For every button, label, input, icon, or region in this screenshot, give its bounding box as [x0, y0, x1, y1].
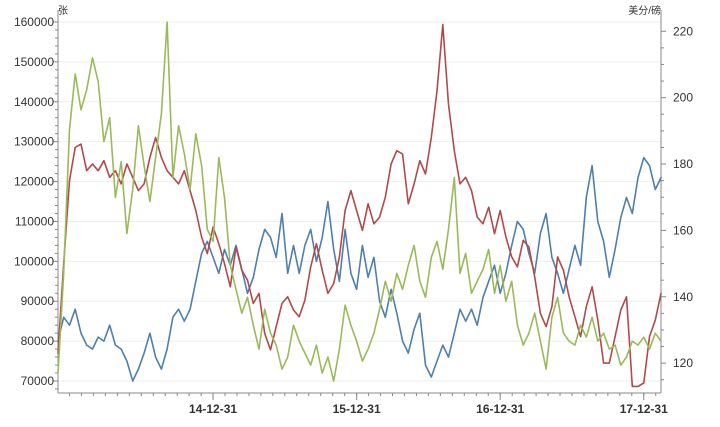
right-axis-unit-label: 美分/磅	[628, 4, 661, 17]
series-line-3	[57, 21, 662, 382]
axes: 张 美分/磅 70000 80000 90000 100000 110000 120000…	[14, 4, 693, 416]
right-axis-tick-label: 200	[673, 91, 693, 105]
x-axis-tick-label: 14-12-31	[189, 402, 237, 416]
series-line-1	[57, 156, 662, 382]
left-axis-tick-label: 110000	[15, 214, 54, 228]
right-axis-tick-label: 120	[673, 356, 693, 370]
right-axis-tick-label: 180	[673, 157, 693, 171]
x-axis-tick-label: 16-12-31	[476, 402, 524, 416]
left-axis-tick-label: 90000	[21, 294, 55, 308]
left-axis-tick-label: 100000	[14, 254, 54, 268]
left-axis-tick-label: 140000	[14, 95, 54, 109]
x-axis-tick-label: 15-12-31	[333, 402, 381, 416]
left-axis-tick-label: 130000	[14, 135, 54, 149]
grid	[58, 21, 661, 382]
right-axis-tick-label: 220	[673, 24, 693, 38]
left-axis-unit-label: 张	[58, 5, 68, 17]
right-axis-tick-label: 160	[673, 223, 693, 237]
x-axis-tick-label: 17-12-31	[620, 402, 668, 416]
left-axis-tick-label: 150000	[14, 55, 54, 69]
series-line-2	[57, 23, 662, 388]
left-axis-tick-label: 160000	[14, 15, 54, 29]
series-lines	[57, 21, 662, 388]
right-axis-tick-label: 140	[673, 290, 693, 304]
left-axis-tick-label: 120000	[14, 175, 54, 189]
left-axis-tick-label: 80000	[21, 334, 55, 348]
left-axis-tick-label: 70000	[21, 374, 55, 388]
